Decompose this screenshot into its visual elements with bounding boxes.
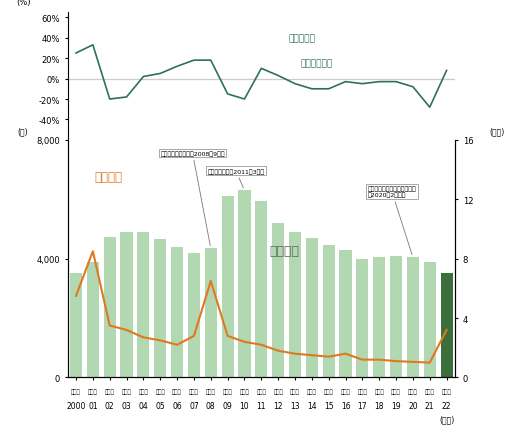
- Text: 08: 08: [206, 401, 216, 410]
- Bar: [238, 191, 251, 378]
- Text: 16: 16: [341, 401, 350, 410]
- Text: 上半期: 上半期: [138, 388, 148, 394]
- Text: 11: 11: [256, 401, 266, 410]
- Bar: [255, 201, 267, 378]
- Bar: [137, 233, 149, 378]
- Text: 上半期: 上半期: [307, 388, 317, 394]
- Text: 上半期: 上半期: [172, 388, 182, 394]
- Bar: [390, 256, 402, 378]
- Text: 01: 01: [88, 401, 98, 410]
- Bar: [440, 273, 452, 378]
- Text: 東日本大震災（2011年3月）: 東日本大震災（2011年3月）: [207, 169, 265, 188]
- Text: 上半期: 上半期: [324, 388, 333, 394]
- Text: 04: 04: [138, 401, 148, 410]
- Bar: [306, 238, 318, 378]
- Text: 上半期: 上半期: [122, 388, 132, 394]
- Text: 02: 02: [105, 401, 114, 410]
- Bar: [407, 258, 419, 378]
- Text: （倒産件数）: （倒産件数）: [300, 59, 332, 69]
- Text: 上半期: 上半期: [441, 388, 451, 394]
- Bar: [340, 250, 352, 378]
- Text: 07: 07: [189, 401, 199, 410]
- Text: 09: 09: [223, 401, 232, 410]
- Bar: [289, 233, 301, 378]
- Text: 18: 18: [374, 401, 384, 410]
- Text: リーマンショック（2008年9月）: リーマンショック（2008年9月）: [160, 151, 225, 246]
- Bar: [70, 273, 82, 378]
- Text: 22: 22: [442, 401, 451, 410]
- Text: 上半期: 上半期: [240, 388, 249, 394]
- Text: 上半期: 上半期: [425, 388, 435, 394]
- Bar: [87, 263, 99, 378]
- Text: (件): (件): [18, 127, 29, 136]
- Bar: [103, 238, 116, 378]
- Text: 上半期: 上半期: [189, 388, 199, 394]
- Bar: [272, 224, 284, 378]
- Text: 上半期: 上半期: [391, 388, 401, 394]
- Text: 上半期: 上半期: [206, 388, 216, 394]
- Text: 上半期: 上半期: [88, 388, 98, 394]
- Text: 03: 03: [122, 401, 132, 410]
- Text: 上半期: 上半期: [408, 388, 418, 394]
- Text: 上半期: 上半期: [71, 388, 81, 394]
- Text: 上半期: 上半期: [274, 388, 283, 394]
- Text: 上半期: 上半期: [374, 388, 384, 394]
- Text: 上半期: 上半期: [155, 388, 165, 394]
- Bar: [154, 239, 166, 378]
- Text: 上半期: 上半期: [357, 388, 367, 394]
- Bar: [188, 253, 200, 378]
- Text: 13: 13: [290, 401, 300, 410]
- Bar: [373, 258, 385, 378]
- Text: 15: 15: [324, 401, 333, 410]
- Bar: [171, 247, 183, 378]
- Text: 19: 19: [391, 401, 401, 410]
- Text: 10: 10: [240, 401, 249, 410]
- Text: 06: 06: [172, 401, 182, 410]
- Text: 前年間期比: 前年間期比: [289, 34, 315, 43]
- Text: 2000: 2000: [67, 401, 86, 410]
- Text: 上半期: 上半期: [341, 388, 350, 394]
- Bar: [424, 262, 436, 378]
- Bar: [322, 246, 335, 378]
- Text: 12: 12: [274, 401, 283, 410]
- Text: 21: 21: [425, 401, 435, 410]
- Text: (%): (%): [16, 0, 30, 7]
- Text: (年度): (年度): [440, 414, 455, 423]
- Text: 14: 14: [307, 401, 317, 410]
- Text: 20: 20: [408, 401, 418, 410]
- Text: (兆円): (兆円): [490, 127, 505, 136]
- Text: 負債総額: 負債総額: [95, 171, 123, 184]
- Bar: [222, 197, 233, 378]
- Bar: [121, 233, 133, 378]
- Text: 上半期: 上半期: [256, 388, 266, 394]
- Text: 上半期: 上半期: [223, 388, 232, 394]
- Text: 05: 05: [155, 401, 165, 410]
- Text: 17: 17: [358, 401, 367, 410]
- Text: 倒産件数: 倒産件数: [269, 244, 299, 257]
- Text: 上半期: 上半期: [105, 388, 114, 394]
- Bar: [205, 249, 217, 378]
- Bar: [356, 259, 369, 378]
- Text: 新型コロナウイルス感染拡大
（2020年2月～）: 新型コロナウイルス感染拡大 （2020年2月～）: [368, 186, 416, 255]
- Text: 上半期: 上半期: [290, 388, 300, 394]
